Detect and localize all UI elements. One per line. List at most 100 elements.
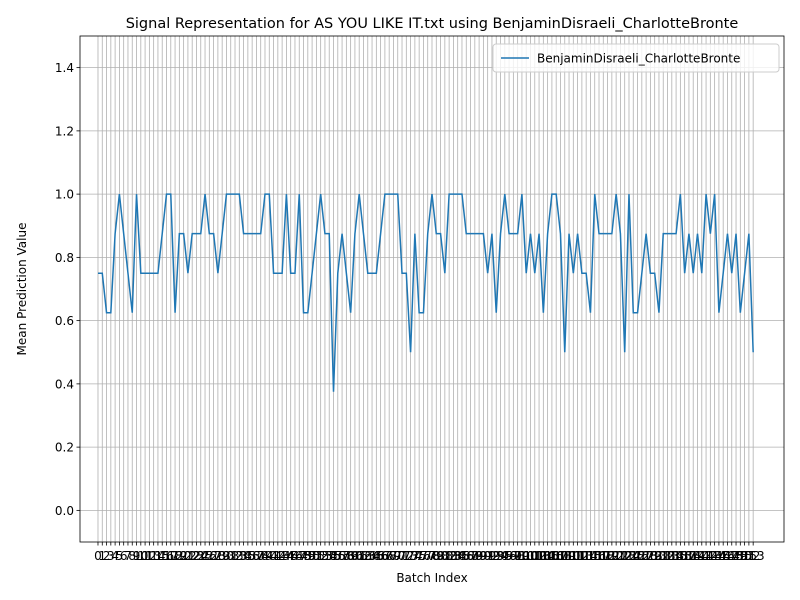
x-tick-label: 93 (489, 549, 504, 563)
x-tick-label: 10 (133, 549, 148, 563)
x-tick-label: 63 (360, 549, 375, 563)
x-tick-label: 86 (459, 549, 474, 563)
x-tick-label: 91 (480, 549, 495, 563)
x-tick-label: 41 (266, 549, 281, 563)
x-tick-label: 139 (682, 549, 705, 563)
x-tick-label: 57 (334, 549, 349, 563)
x-tick-label: 111 (562, 549, 585, 563)
x-tick-label: 49 (300, 549, 315, 563)
x-tick-label: 52 (313, 549, 328, 563)
y-tick-label: 0.0 (55, 504, 74, 518)
x-tick-label: 43 (274, 549, 289, 563)
x-tick-label: 14 (150, 549, 165, 563)
y-tick-label: 0.2 (55, 441, 74, 455)
x-tick-label: 77 (420, 549, 435, 563)
x-tick-label: 78 (424, 549, 439, 563)
x-tick-label: 138 (677, 549, 700, 563)
x-tick-label: 25 (197, 549, 212, 563)
x-tick-label: 108 (549, 549, 572, 563)
x-tick-label: 53 (317, 549, 332, 563)
x-tick-label: 110 (558, 549, 581, 563)
legend-box (492, 43, 780, 73)
x-tick-label: 5 (116, 549, 124, 563)
x-tick-label: 54 (322, 549, 337, 563)
y-axis-label: Mean Prediction Value (15, 223, 29, 356)
x-tick-label: 117 (588, 549, 611, 563)
x-tick-label: 127 (630, 549, 653, 563)
x-tick-label: 4 (111, 549, 119, 563)
x-tick-label: 88 (467, 549, 482, 563)
x-tick-label: 100 (515, 549, 538, 563)
x-tick-label: 123 (613, 549, 636, 563)
x-tick-label: 1 (98, 549, 106, 563)
x-tick-label: 17 (163, 549, 178, 563)
x-tick-label: 129 (639, 549, 662, 563)
x-tick-label: 95 (497, 549, 512, 563)
x-tick-label: 150 (729, 549, 752, 563)
y-tick-label: 0.4 (55, 377, 74, 391)
x-tick-label: 50 (304, 549, 319, 563)
x-tick-label: 55 (326, 549, 341, 563)
y-tick-label: 1.0 (55, 188, 74, 202)
axes-frame (79, 35, 785, 543)
x-tick-label: 104 (532, 549, 555, 563)
x-tick-label: 29 (215, 549, 230, 563)
x-tick-label: 153 (742, 549, 765, 563)
x-tick-label: 96 (501, 549, 516, 563)
x-tick-label: 112 (566, 549, 589, 563)
x-tick-label: 79 (429, 549, 444, 563)
x-tick-label: 114 (575, 549, 598, 563)
x-tick-label: 134 (660, 549, 683, 563)
x-tick-label: 98 (510, 549, 525, 563)
x-tick-label: 44 (279, 549, 294, 563)
x-tick-label: 23 (189, 549, 204, 563)
x-tick-label: 73 (403, 549, 418, 563)
x-tick-label: 101 (519, 549, 542, 563)
x-tick-label: 99 (514, 549, 529, 563)
x-tick-label: 45 (283, 549, 298, 563)
x-tick-label: 81 (437, 549, 452, 563)
x-tick-label: 6 (120, 549, 128, 563)
x-tick-label: 58 (339, 549, 354, 563)
x-tick-label: 51 (309, 549, 324, 563)
x-tick-label: 20 (176, 549, 191, 563)
x-tick-label: 133 (656, 549, 679, 563)
x-tick-label: 148 (720, 549, 743, 563)
x-tick-label: 83 (446, 549, 461, 563)
y-tick-label: 0.6 (55, 314, 74, 328)
x-tick-label: 116 (583, 549, 606, 563)
x-tick-label: 15 (155, 549, 170, 563)
x-tick-label: 11 (137, 549, 152, 563)
x-tick-label: 28 (210, 549, 225, 563)
x-tick-label: 70 (390, 549, 405, 563)
x-tick-label: 80 (433, 549, 448, 563)
y-tick-label: 0.8 (55, 251, 74, 265)
x-tick-label: 27 (206, 549, 221, 563)
x-tick-label: 48 (296, 549, 311, 563)
x-tick-label: 90 (476, 549, 491, 563)
x-tick-label: 140 (686, 549, 709, 563)
legend: BenjaminDisraeli_CharlotteBronte (492, 43, 780, 73)
x-tick-label: 92 (484, 549, 499, 563)
x-tick-label: 38 (253, 549, 268, 563)
x-tick-label: 137 (673, 549, 696, 563)
x-tick-label: 46 (287, 549, 302, 563)
x-tick-label: 82 (441, 549, 456, 563)
x-tick-label: 18 (167, 549, 182, 563)
x-tick-label: 61 (352, 549, 367, 563)
x-tick-label: 119 (596, 549, 619, 563)
x-tick-label: 136 (669, 549, 692, 563)
x-tick-label: 120 (600, 549, 623, 563)
legend-label: BenjaminDisraeli_CharlotteBronte (537, 52, 740, 66)
x-tick-label: 84 (450, 549, 465, 563)
x-tick-label: 151 (733, 549, 756, 563)
x-tick-label: 13 (146, 549, 161, 563)
x-tick-label: 130 (643, 549, 666, 563)
x-tick-label: 32 (227, 549, 242, 563)
x-tick-label: 31 (223, 549, 238, 563)
x-tick-label: 16 (159, 549, 174, 563)
x-tick-label: 149 (725, 549, 748, 563)
x-tick-label: 143 (699, 549, 722, 563)
x-tick-label: 115 (579, 549, 602, 563)
x-tick-label: 121 (605, 549, 628, 563)
